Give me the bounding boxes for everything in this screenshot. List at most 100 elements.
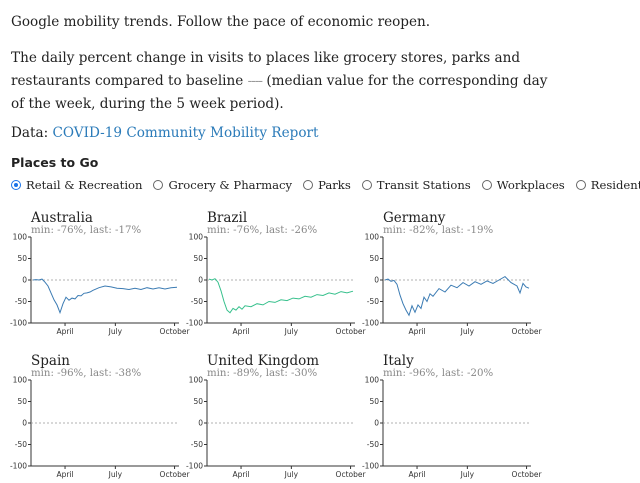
y-tick-label: 50 (369, 254, 379, 263)
radio-option-label: Workplaces (496, 178, 565, 192)
places-radio-group: Retail & Recreation Grocery & Pharmacy Par… (11, 178, 640, 192)
y-tick-label: -50 (367, 297, 379, 306)
radio-option-residential[interactable]: Residential (575, 178, 640, 192)
y-tick-label: 100 (13, 233, 28, 242)
x-tick-label: April (408, 470, 425, 479)
radio-option-label: Residential (590, 178, 640, 192)
intro-headline: Google mobility trends. Follow the pace … (11, 14, 431, 30)
chart-title: Germany (383, 210, 446, 226)
x-tick-label: July (284, 470, 299, 479)
radio-circle-icon[interactable] (303, 180, 314, 190)
chart-card: 100 50 0 -50 -100 April July October Australia mi… (10, 210, 191, 340)
y-tick-label: -50 (15, 440, 27, 449)
chart-title: United Kingdom (207, 353, 320, 369)
y-tick-label: 0 (374, 276, 379, 285)
y-tick-label: -100 (362, 319, 379, 328)
y-tick-label: 100 (365, 376, 380, 385)
x-tick-label: July (460, 327, 475, 336)
y-tick-label: 100 (365, 233, 380, 242)
series-line (208, 278, 354, 314)
radio-circle-icon[interactable] (11, 180, 21, 190)
chart-stats: min: -89%, last: -30% (207, 368, 318, 379)
chart-stats: min: -96%, last: -20% (383, 368, 494, 379)
series-line (384, 275, 530, 317)
x-tick-label: October (512, 327, 543, 336)
radio-option-transit-stations[interactable]: Transit Stations (361, 178, 471, 192)
data-source-link[interactable]: COVID-19 Community Mobility Report (52, 125, 319, 141)
baseline-dash-sample: ---- (247, 73, 263, 89)
y-tick-label: -50 (191, 297, 203, 306)
radio-option-label: Retail & Recreation (26, 178, 143, 192)
y-tick-label: 0 (374, 419, 379, 428)
radio-circle-icon[interactable] (361, 180, 372, 190)
x-tick-label: April (408, 327, 425, 336)
line-chart: 100 50 0 -50 -100 April July October (186, 233, 367, 336)
intro-description: The daily percent change in visits to pl… (11, 47, 551, 116)
y-tick-label: 50 (369, 397, 379, 406)
y-tick-label: 0 (22, 276, 27, 285)
y-tick-label: -50 (367, 440, 379, 449)
radio-option-grocery-pharmacy[interactable]: Grocery & Pharmacy (153, 178, 292, 192)
series-line (32, 278, 178, 315)
radio-circle-icon[interactable] (575, 180, 586, 190)
chart-stats: min: -82%, last: -19% (383, 225, 494, 236)
x-tick-label: July (284, 327, 299, 336)
x-tick-label: October (160, 327, 191, 336)
chart-stats: min: -96%, last: -38% (31, 368, 142, 379)
chart-card: 100 50 0 -50 -100 April July October Brazil min: … (186, 210, 367, 340)
chart-stats: min: -76%, last: -17% (31, 225, 142, 236)
chart-card: 100 50 0 -50 -100 April July October United King… (186, 353, 367, 483)
chart-title: Brazil (207, 210, 248, 226)
y-tick-label: 100 (189, 233, 204, 242)
y-tick-label: 0 (198, 419, 203, 428)
y-tick-label: -50 (15, 297, 27, 306)
x-tick-label: July (108, 470, 123, 479)
chart-stats: min: -76%, last: -26% (207, 225, 318, 236)
chart-card: 100 50 0 -50 -100 April July October Spain min: -… (10, 353, 191, 483)
radio-option-workplaces[interactable]: Workplaces (481, 178, 565, 192)
chart-title: Italy (383, 353, 414, 369)
page: Google mobility trends. Follow the pace … (10, 14, 640, 479)
chart-card: 100 50 0 -50 -100 April July October Italy min: -… (362, 353, 543, 483)
radio-option-retail-recreation[interactable]: Retail & Recreation (11, 178, 142, 192)
line-chart: 100 50 0 -50 -100 April July October (362, 233, 543, 336)
x-tick-label: April (232, 327, 249, 336)
radio-option-parks[interactable]: Parks (303, 178, 351, 192)
line-chart: 100 50 0 -50 -100 April July October (10, 233, 191, 336)
x-tick-label: April (56, 470, 73, 479)
x-tick-label: October (512, 470, 543, 479)
radio-option-label: Transit Stations (376, 178, 471, 192)
intro-description-text: The daily percent change in visits to pl… (11, 50, 521, 89)
data-source: Data: COVID-19 Community Mobility Report (11, 122, 318, 145)
x-tick-label: April (56, 327, 73, 336)
x-tick-label: July (460, 470, 475, 479)
y-tick-label: 0 (198, 276, 203, 285)
y-tick-label: -100 (186, 462, 203, 471)
radio-option-label: Grocery & Pharmacy (168, 178, 293, 192)
y-tick-label: 50 (17, 254, 27, 263)
places-title: Places to Go (11, 155, 99, 170)
y-tick-label: -50 (191, 440, 203, 449)
y-tick-label: 50 (193, 254, 203, 263)
data-source-prefix: Data: (11, 125, 53, 141)
y-tick-label: 50 (17, 397, 27, 406)
intro-description-text-end: (median value for the corresponding day … (11, 73, 548, 112)
y-tick-label: 100 (189, 376, 204, 385)
x-tick-label: April (232, 470, 249, 479)
chart-title: Spain (31, 353, 70, 369)
x-tick-label: July (108, 327, 123, 336)
y-tick-label: -100 (362, 462, 379, 471)
x-tick-label: October (336, 327, 367, 336)
chart-card: 100 50 0 -50 -100 April July October Germany min:… (362, 210, 543, 340)
x-tick-label: October (336, 470, 367, 479)
y-tick-label: -100 (10, 319, 27, 328)
chart-title: Australia (31, 210, 93, 226)
y-tick-label: -100 (10, 462, 27, 471)
radio-circle-icon[interactable] (481, 180, 492, 190)
radio-circle-icon[interactable] (153, 180, 164, 190)
x-tick-label: October (160, 470, 191, 479)
y-tick-label: 100 (13, 376, 28, 385)
y-tick-label: 50 (193, 397, 203, 406)
y-tick-label: -100 (186, 319, 203, 328)
radio-option-label: Parks (318, 178, 351, 192)
